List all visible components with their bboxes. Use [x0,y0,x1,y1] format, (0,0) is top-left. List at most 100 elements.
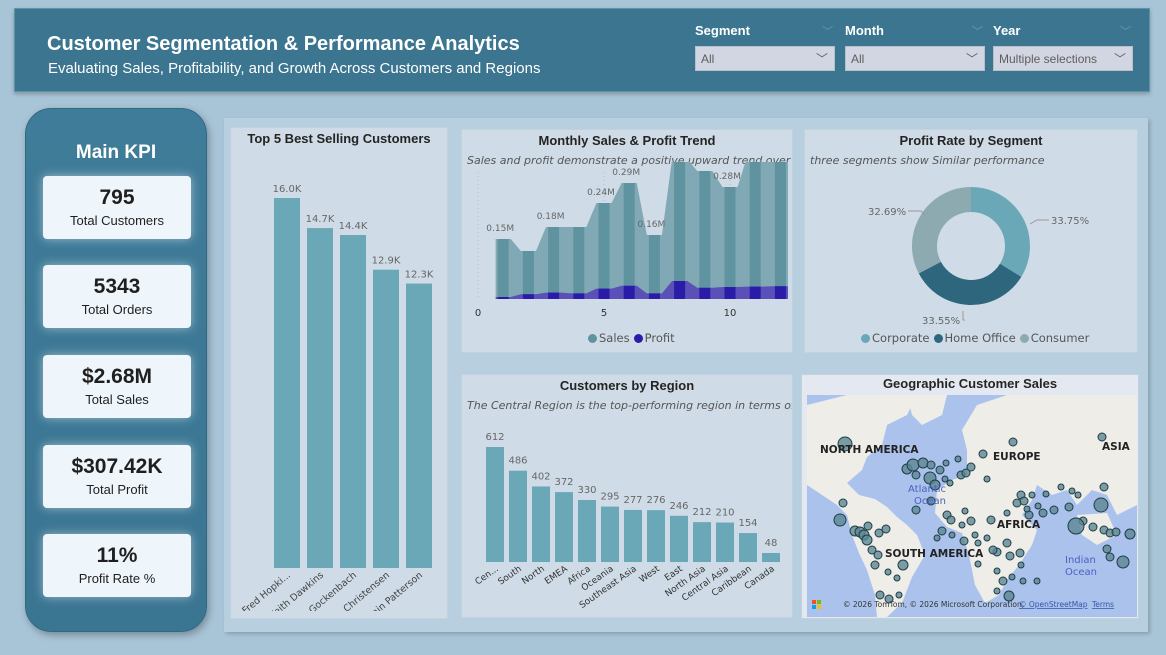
chevron-down-icon[interactable]: ﹀ [1120,26,1131,38]
data-label: 48 [765,538,778,549]
slicer-label: Segment [695,23,750,38]
sales-column [699,171,711,299]
map-bubble [874,528,884,538]
slicer-label: Month [845,23,884,38]
map-bubble [1019,496,1029,506]
bar [762,552,780,562]
segment-slicer: Segment ﹀ All ﹀ [695,23,835,71]
chevron-down-icon[interactable]: ﹀ [822,26,833,38]
data-label: 14.4K [339,221,368,232]
bar [307,228,333,568]
terms-link[interactable]: Terms [1091,600,1114,609]
map-bubble [895,591,903,599]
map-bubble [993,587,1001,595]
year-dropdown[interactable]: Multiple selections ﹀ [993,46,1133,71]
map-bubble [1099,482,1109,492]
map-bubble [870,560,880,570]
chart-legend: Corporate Home Office Consumer [857,331,1089,345]
map-bubble [867,545,877,555]
map-label-south-america: SOUTH AMERICA [885,548,984,560]
profit-column [497,297,509,299]
chart-title: Customers by Region [559,378,695,393]
month-dropdown[interactable]: All ﹀ [845,46,985,71]
geographic-map[interactable]: Geographic Customer Sales NORTH AMERICA … [801,374,1139,619]
map-label-europe: EUROPE [993,451,1041,463]
profit-column [522,294,534,299]
map-bubble [946,515,956,525]
axis-label: EMEA [543,564,570,587]
sales-column [548,227,560,299]
map-label-africa: AFRICA [997,519,1041,531]
legend-item-home-office[interactable]: Home Office [944,331,1016,345]
axis-label: North [520,564,546,587]
axis-label: Cen... [474,564,501,587]
data-label: 612 [485,432,504,443]
sales-column [724,187,736,299]
map-bubble [1008,573,1016,581]
kpi-label: Profit Rate % [78,571,156,586]
sales-column [598,203,610,299]
bar [274,198,300,568]
map-bubble [1002,538,1012,548]
profit-column [674,281,686,299]
bar [670,515,688,562]
bar [509,470,527,562]
legend-dot [933,334,943,343]
map-bubble [861,534,873,546]
openstreetmap-link[interactable]: © OpenStreetMap [1019,600,1088,609]
legend-item-corporate[interactable]: Corporate [872,331,930,345]
sales-column [573,227,585,299]
slicer-value: All [851,52,865,66]
monthly-trend-chart[interactable]: Monthly Sales & Profit Trend Sales and p… [461,129,793,353]
data-label: 402 [531,471,550,482]
chevron-down-icon: ﹀ [1113,52,1126,66]
map-canvas[interactable]: NORTH AMERICA EUROPE ASIA AFRICA SOUTH A… [807,395,1137,617]
region-chart[interactable]: Customers by Region The Central Region i… [461,374,793,618]
profit-column [749,286,761,299]
sales-area [495,162,788,299]
map-bubble [937,526,947,536]
map-attribution: © 2026 TomTom, © 2026 Microsoft Corporat… [843,600,1024,609]
map-bubble [1088,522,1098,532]
bar [578,499,596,562]
chart-subtitle: three segments show Similar performance [810,154,1045,167]
map-bubble [1105,552,1115,562]
legend-item-profit[interactable]: Profit [644,331,675,345]
map-bubble [1019,577,1027,585]
top-customers-chart[interactable]: Top 5 Best Selling Customers 16.0K Fred H… [230,127,448,638]
map-bubble [881,524,891,534]
map-bubble [954,455,962,463]
profit-column [699,287,711,299]
map-bubble [961,468,971,478]
data-label: 14.7K [306,214,335,225]
map-bubble [833,513,847,527]
map-bubble [998,576,1008,586]
map-label-north-america: NORTH AMERICA [820,444,919,456]
x-tick-label: 5 [601,308,607,319]
map-bubble [1033,577,1041,585]
x-tick-label: 10 [724,308,737,319]
chart-title: Monthly Sales & Profit Trend [538,133,716,148]
map-bubble [1093,497,1109,513]
bar [406,283,432,568]
legend-item-sales[interactable]: Sales [599,331,630,345]
map-bubble [911,505,921,515]
profit-column [573,293,585,299]
legend-item-consumer[interactable]: Consumer [1030,331,1090,345]
kpi-card-total-profit: $307.42K Total Profit [43,445,191,508]
map-bubble [1005,551,1015,561]
data-label: 212 [692,507,711,518]
leader-line [962,311,965,321]
map-bubble [966,516,976,526]
segment-dropdown[interactable]: All ﹀ [695,46,835,71]
report-subtitle: Evaluating Sales, Profitability, and Gro… [48,60,541,77]
profit-area [495,281,788,299]
segment-donut-chart[interactable]: Profit Rate by Segment three segments sh… [804,129,1138,353]
bar [601,506,619,562]
chevron-down-icon[interactable]: ﹀ [972,26,983,38]
data-label: 0.16M [637,220,665,230]
map-bubble [961,507,969,515]
leader-line [1029,219,1049,225]
profit-column [648,293,660,299]
map-bubble [971,531,979,539]
